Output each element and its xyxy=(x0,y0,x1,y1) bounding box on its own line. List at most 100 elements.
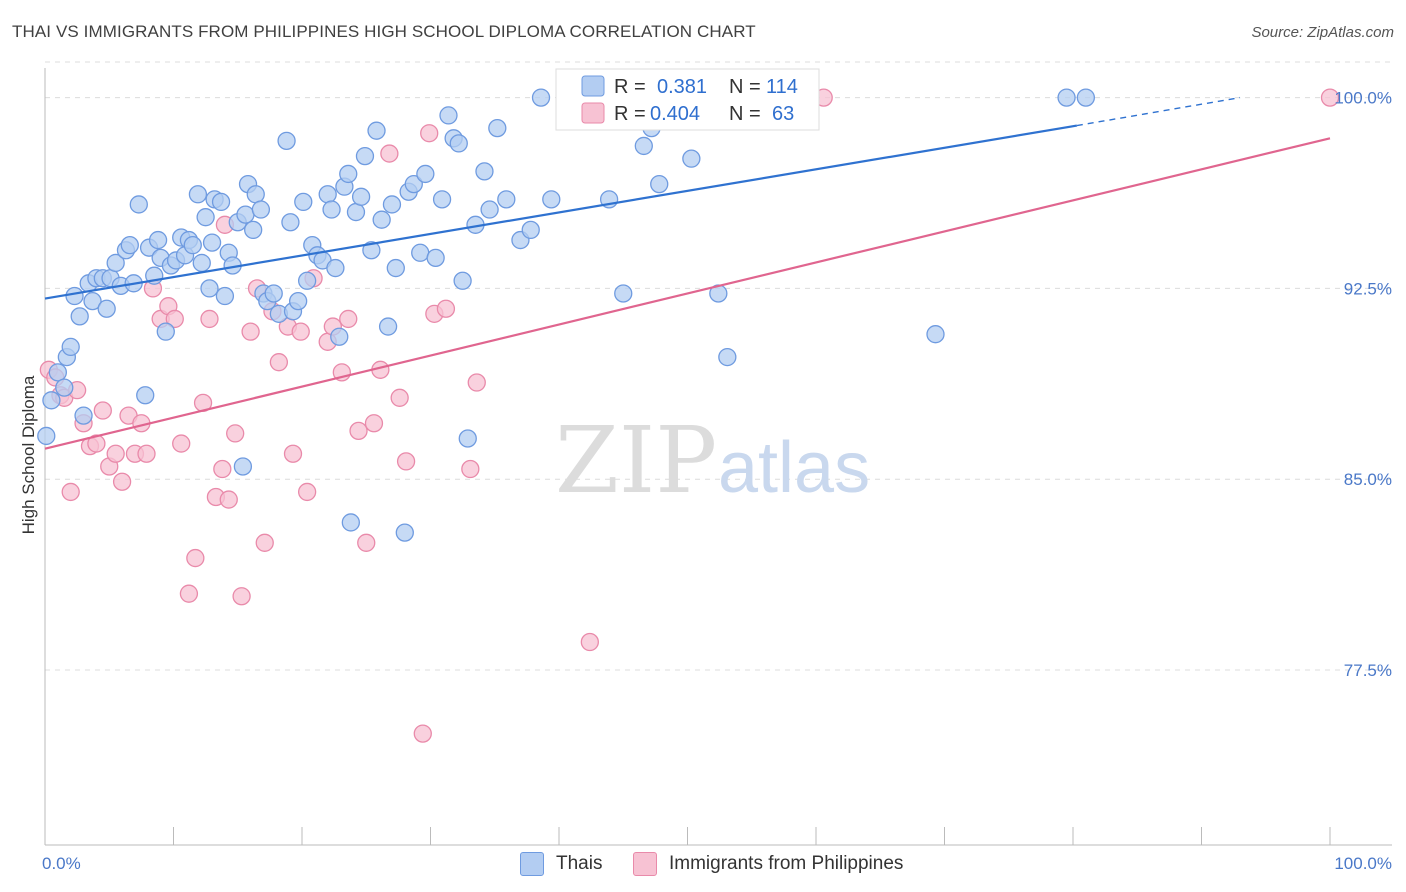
thai-point xyxy=(341,513,360,532)
phil-point xyxy=(461,459,480,479)
thai-point xyxy=(318,185,337,204)
thai-point xyxy=(251,200,271,219)
phil-point xyxy=(283,444,303,463)
thai-point xyxy=(542,190,561,209)
thai-point xyxy=(136,386,155,405)
thai-point xyxy=(432,190,452,209)
y-tick-label: 85.0% xyxy=(1344,470,1392,489)
phil-point xyxy=(219,490,238,509)
legend-phil-n-value: 63 xyxy=(772,103,794,125)
thai-point xyxy=(718,347,737,367)
phil-point xyxy=(87,434,106,453)
thai-point xyxy=(120,236,139,255)
legend-thai-n-label: N = xyxy=(729,76,761,98)
phil-point xyxy=(467,373,486,392)
legend-phil-r-value: 0.404 xyxy=(650,103,700,125)
thai-point xyxy=(367,121,386,140)
thai-point xyxy=(488,118,507,138)
phil-point xyxy=(357,533,376,552)
trend-lines xyxy=(44,96,1331,450)
thai-point xyxy=(386,258,405,278)
thai-point xyxy=(351,187,371,206)
phil-point xyxy=(241,322,260,341)
phil-point xyxy=(269,353,289,372)
axes xyxy=(44,68,1392,846)
thai-point xyxy=(70,307,89,326)
thai-point xyxy=(211,192,231,212)
legend-phil-swatch xyxy=(581,102,605,124)
thai-point xyxy=(246,185,265,204)
thai-point xyxy=(395,523,414,542)
thai-trend-extension xyxy=(1076,96,1241,127)
thai-point xyxy=(439,106,458,125)
phil-point xyxy=(420,124,439,143)
phil-point xyxy=(255,533,274,552)
thai-point xyxy=(480,200,499,219)
legend-thais-swatch xyxy=(520,852,544,876)
thai-point xyxy=(330,327,349,346)
thai-point xyxy=(355,146,375,166)
thai-point xyxy=(288,291,308,311)
thai-point xyxy=(449,134,468,153)
thai-point xyxy=(74,406,93,425)
thai-point xyxy=(521,220,540,240)
phil-point xyxy=(339,309,358,329)
thai-point xyxy=(382,195,402,214)
legend-philippines-label: Immigrants from Philippines xyxy=(669,853,904,874)
thai-point xyxy=(196,208,215,227)
legend-item-thais: Thais xyxy=(520,852,602,876)
legend-phil-n-label: N = xyxy=(729,103,761,125)
thai-point xyxy=(106,253,125,273)
thai-point xyxy=(281,213,300,232)
thai-point xyxy=(682,149,701,168)
legend-bottom: Thais Immigrants from Philippines xyxy=(0,848,1406,880)
thai-point xyxy=(65,286,84,306)
legend-philippines-swatch xyxy=(633,852,657,876)
legend-thai-swatch xyxy=(581,75,605,97)
thai-point xyxy=(453,271,472,290)
thai-point xyxy=(233,457,253,476)
chart-title: THAI VS IMMIGRANTS FROM PHILIPPINES HIGH… xyxy=(12,22,756,41)
phil-point xyxy=(165,309,184,329)
thai-point xyxy=(55,378,74,397)
thai-point xyxy=(378,317,398,336)
y-tick-label: 92.5% xyxy=(1344,279,1392,298)
y-tick-labels: 100.0% 92.5% 85.0% 77.5% xyxy=(1334,89,1392,680)
phil-point xyxy=(291,322,310,341)
thai-point xyxy=(264,284,283,303)
thai-point xyxy=(426,248,445,268)
thai-point xyxy=(294,192,313,212)
phil-point xyxy=(380,144,399,163)
thai-point xyxy=(1076,88,1095,107)
thai-point xyxy=(215,286,235,306)
legend-thai-r-value: 0.381 xyxy=(657,76,707,98)
thai-point xyxy=(404,174,423,194)
phil-point xyxy=(396,452,416,471)
thai-point xyxy=(200,279,219,298)
thai-point xyxy=(926,325,945,344)
thai-point xyxy=(236,205,255,224)
grid xyxy=(45,61,1392,671)
phil-point xyxy=(200,309,219,329)
thai-point xyxy=(416,164,435,184)
phil-point xyxy=(179,584,199,603)
x-tick-label-min: 0.0% xyxy=(42,854,81,873)
phil-point xyxy=(93,401,112,420)
legend-item-philippines: Immigrants from Philippines xyxy=(633,852,903,876)
thai-point xyxy=(614,284,633,303)
x-tick-labels: 0.0% 100.0% xyxy=(42,854,1392,873)
phil-trend-line xyxy=(44,137,1331,450)
legend-thais-label: Thais xyxy=(556,853,603,874)
phil-point xyxy=(364,414,384,433)
watermark-zip: ZIP xyxy=(555,407,717,514)
thai-point xyxy=(362,241,381,260)
thai-point xyxy=(277,131,296,150)
thai-point xyxy=(531,88,551,107)
thai-point xyxy=(497,190,516,209)
phil-point xyxy=(232,587,251,606)
thai-point xyxy=(42,391,61,410)
thai-point xyxy=(244,220,263,240)
phil-point xyxy=(390,388,409,407)
thai-point xyxy=(37,426,56,446)
